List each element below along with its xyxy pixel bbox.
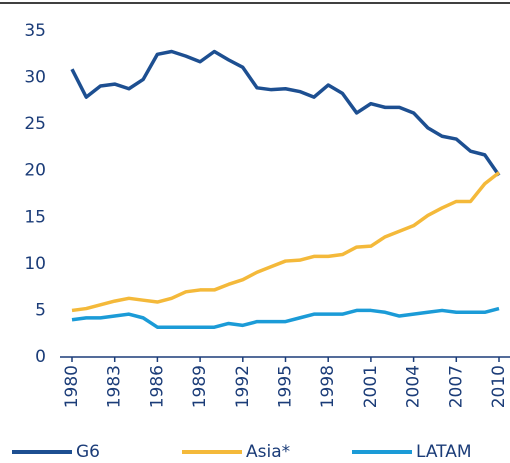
x-tick-label: 2007 <box>446 365 466 408</box>
x-tick-label: 1998 <box>318 365 338 408</box>
x-tick-label: 1986 <box>147 365 167 408</box>
line <box>70 49 501 177</box>
x-tick-label: 1992 <box>233 365 253 408</box>
y-tick-label: 30 <box>24 68 46 88</box>
line <box>71 306 500 329</box>
y-tick-label: 15 <box>24 207 46 227</box>
y-tick-label: 10 <box>24 254 46 274</box>
y-tick-label: 25 <box>24 114 46 134</box>
line <box>71 171 501 313</box>
y-tick-label: 35 <box>24 21 46 41</box>
x-tick-label: 2004 <box>404 365 424 408</box>
x-tick-label: 1989 <box>190 365 210 408</box>
y-tick-label: 5 <box>35 300 46 320</box>
x-tick-label: 2010 <box>489 365 509 408</box>
x-tick-label: 2001 <box>361 365 381 408</box>
legend-label: LATAM <box>416 442 472 462</box>
x-tick-label: 1983 <box>105 365 125 408</box>
y-tick-label: 20 <box>24 161 46 181</box>
legend-label: G6 <box>76 442 100 462</box>
legend-label: Asia* <box>246 442 290 462</box>
x-tick-label: 1980 <box>62 365 82 408</box>
y-tick-label: 0 <box>35 347 46 367</box>
x-tick-label: 1995 <box>276 365 296 408</box>
